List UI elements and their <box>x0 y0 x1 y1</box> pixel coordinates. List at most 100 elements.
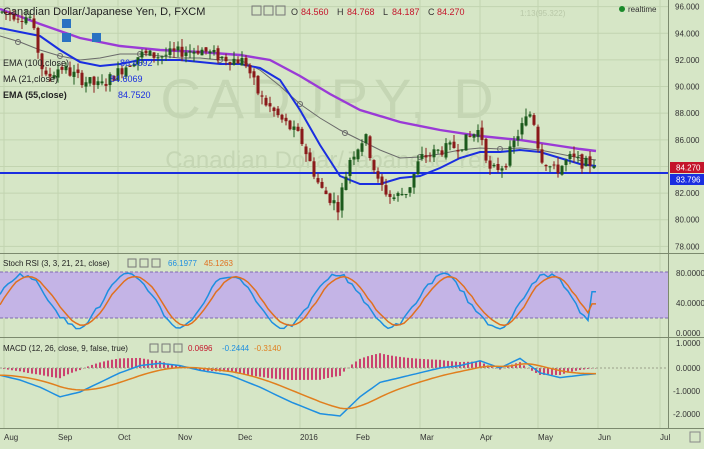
price-tick-label: 86.000 <box>675 136 700 145</box>
macd-hist-bar <box>439 359 441 368</box>
candle-body <box>128 65 132 67</box>
candle-body <box>124 67 128 77</box>
candle-body <box>80 72 84 86</box>
candle-body <box>224 56 228 62</box>
price-tick-label: 78.000 <box>675 242 700 251</box>
candle-body <box>256 75 260 94</box>
candle-body <box>180 46 184 57</box>
header-button-3[interactable] <box>275 5 286 16</box>
candle-body <box>384 185 388 195</box>
scroll-button[interactable] <box>689 431 701 443</box>
macd-hist-bar <box>231 368 233 373</box>
candle-body <box>368 136 372 159</box>
macd-hist-bar <box>203 368 205 371</box>
macd-hist-bar <box>71 368 73 373</box>
candle-body <box>120 68 124 75</box>
candle-body <box>436 149 440 151</box>
macd-hist-bar <box>447 360 449 368</box>
candle-body <box>16 18 20 20</box>
candle-body <box>324 190 328 195</box>
macd-hist-bar <box>31 368 33 374</box>
time-label: Feb <box>356 433 370 442</box>
time-label: Jun <box>598 433 611 442</box>
macd-hist-bar <box>223 368 225 372</box>
candle-body <box>556 164 560 174</box>
candle-body <box>168 48 172 55</box>
candle-body <box>372 160 376 171</box>
candle-body <box>516 136 520 141</box>
time-label: Nov <box>178 433 192 442</box>
macd-hist-bar <box>399 356 401 368</box>
candle-body <box>116 68 120 81</box>
legend-ma21-value: 84.6069 <box>110 74 143 84</box>
ma21-line <box>0 35 597 161</box>
candle-body <box>248 65 252 74</box>
macd-hist-bar <box>147 359 149 368</box>
indicator-icon-2[interactable] <box>62 33 71 42</box>
ohlc-l-label: L <box>383 7 388 17</box>
candle-body <box>300 128 304 145</box>
candle-body <box>264 97 268 106</box>
candle-body <box>220 56 224 59</box>
candle-body <box>404 194 408 196</box>
rsi-hide-button[interactable] <box>139 258 149 268</box>
vertical-grid <box>3 0 661 428</box>
ohlc-o-value: 84.560 <box>301 7 329 17</box>
candle-body <box>468 135 472 137</box>
candle-body <box>96 81 100 86</box>
macd-hist-bar <box>139 357 141 368</box>
macd-hide-button[interactable] <box>161 343 171 353</box>
candle-body <box>548 166 552 168</box>
macd-settings-button[interactable] <box>149 343 159 353</box>
candle-body <box>340 187 344 211</box>
candle-body <box>36 27 40 53</box>
candle-body <box>252 71 256 78</box>
time-label: Dec <box>238 433 252 442</box>
candle-body <box>464 134 468 151</box>
candle-body <box>448 142 452 145</box>
macd-hist-bar <box>267 368 269 378</box>
macd-hist-bar <box>307 368 309 380</box>
candle-body <box>424 155 428 158</box>
macd-hist-bar <box>583 368 585 370</box>
macd-close-button[interactable] <box>173 343 183 353</box>
candle-body <box>288 120 292 130</box>
macd-hist-bar <box>451 361 453 368</box>
header-button-2[interactable] <box>263 5 274 16</box>
rsi-close-button[interactable] <box>151 258 161 268</box>
candle-body <box>452 141 456 148</box>
candle-body <box>4 11 8 13</box>
candle-body <box>32 18 36 29</box>
candle-body <box>196 50 200 54</box>
indicator-icon-1[interactable] <box>62 19 71 28</box>
candle-body <box>480 127 484 141</box>
candle-body <box>304 146 308 155</box>
current-price-tag: 84.270 <box>676 164 701 173</box>
candle-body <box>152 52 156 58</box>
macd-hist-bar <box>243 368 245 375</box>
candle-body <box>212 49 216 53</box>
candle-body <box>508 146 512 166</box>
candle-body <box>348 160 352 177</box>
candle-body <box>588 156 592 166</box>
candle-body <box>420 154 424 159</box>
legend-ema100-value: 86.4692 <box>120 58 153 68</box>
indicator-icons[interactable] <box>62 19 101 42</box>
ema55-line <box>0 27 597 185</box>
candle-body <box>84 82 88 87</box>
candle-body <box>140 51 144 58</box>
chart-title: Canadian Dollar/Japanese Yen, D, FXCM <box>3 6 205 18</box>
rsi-settings-button[interactable] <box>127 258 137 268</box>
candle-body <box>104 83 108 86</box>
header-button-1[interactable] <box>251 5 262 16</box>
candle-body <box>172 48 176 51</box>
stoch-rsi-value1: 66.1977 <box>168 259 197 268</box>
header-buttons[interactable] <box>251 5 286 16</box>
candle-body <box>388 193 392 197</box>
candle-body <box>376 171 380 179</box>
time-label: 2016 <box>300 433 318 442</box>
indicator-icon-3[interactable] <box>92 33 101 42</box>
macd-hist-bar <box>323 368 325 379</box>
